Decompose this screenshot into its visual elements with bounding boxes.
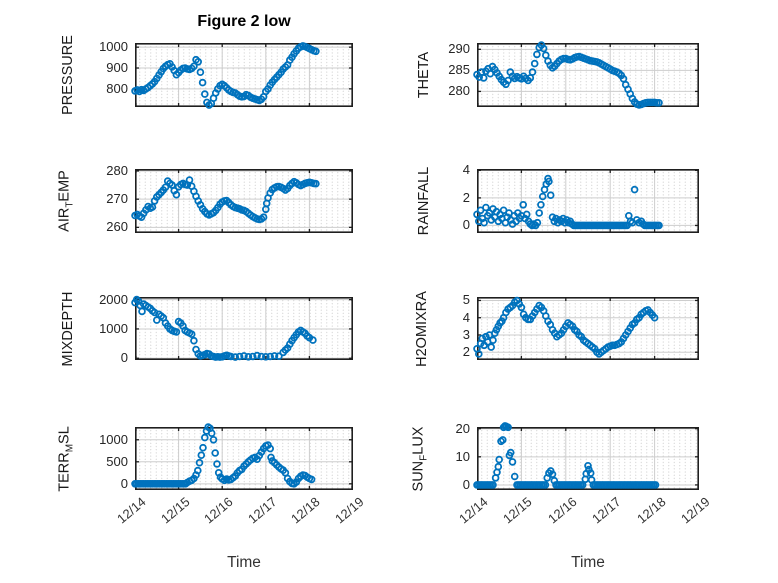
y-axis-label-rainfall: RAINFALL xyxy=(416,167,432,236)
y-label-text: EMP xyxy=(56,170,73,202)
y-tick-label: 270 xyxy=(106,191,128,207)
plot-svg xyxy=(473,296,699,361)
figure-title: Figure 2 low xyxy=(197,13,291,30)
x-tick-label: 12/19 xyxy=(332,494,367,527)
plot-svg xyxy=(473,422,699,491)
x-tick-label: 12/14 xyxy=(456,494,491,527)
y-tick-label: 3 xyxy=(462,326,470,342)
y-label-text: LUX xyxy=(410,426,427,455)
y-label-text: MIXDEPTH xyxy=(60,291,76,366)
x-axis-label-left: Time xyxy=(227,554,261,571)
subplot-pressure xyxy=(131,42,353,109)
y-axis-label-air_temp: AIRTEMP xyxy=(57,170,76,232)
subplot-mixdepth xyxy=(131,295,353,361)
plot-svg xyxy=(131,42,353,109)
subplot-rainfall xyxy=(473,169,699,234)
axis-box xyxy=(477,427,699,491)
y-tick-label: 280 xyxy=(448,83,470,99)
y-tick-label: 1000 xyxy=(99,431,128,447)
x-tick-label: 12/18 xyxy=(288,494,324,527)
y-axis-label-h2omixra: H2OMIXRA xyxy=(414,291,430,367)
subplot-theta xyxy=(473,41,699,109)
axis-box xyxy=(135,169,353,234)
y-tick-label: 20 xyxy=(455,420,470,436)
y-tick-label: 800 xyxy=(106,80,128,96)
y-label-text: RAINFALL xyxy=(416,166,432,236)
y-tick-label: 1000 xyxy=(99,320,128,336)
y-tick-label: 2 xyxy=(462,189,470,205)
y-tick-label: 10 xyxy=(455,448,470,464)
data-points xyxy=(131,176,320,224)
y-tick-label: 2000 xyxy=(99,291,128,307)
x-tick-label: 12/15 xyxy=(157,494,193,527)
subplot-airtemp xyxy=(131,169,353,234)
y-tick-label: 0 xyxy=(120,475,128,491)
x-tick-label: 12/14 xyxy=(114,494,149,527)
axis-box xyxy=(135,43,353,108)
axis-box xyxy=(477,169,699,234)
axis-box xyxy=(135,427,353,491)
y-tick-label: 900 xyxy=(106,60,128,76)
y-label-text: SL xyxy=(56,425,73,444)
x-axis-label-right: Time xyxy=(571,554,605,571)
y-tick-label: 0 xyxy=(462,476,470,492)
x-tick-label: 12/18 xyxy=(633,494,669,527)
y-axis-label-theta: THETA xyxy=(416,52,432,98)
x-tick-label: 12/16 xyxy=(201,494,236,527)
y-label-subscript: F xyxy=(418,454,430,461)
y-tick-label: 2 xyxy=(462,344,470,360)
y-label-text: AIR xyxy=(56,207,73,232)
x-tick-label: 12/19 xyxy=(678,494,713,527)
data-points xyxy=(473,422,660,489)
x-tick-label: 12/17 xyxy=(589,494,624,527)
data-points xyxy=(473,296,659,358)
y-tick-label: 260 xyxy=(106,219,128,235)
y-tick-label: 1000 xyxy=(99,39,128,55)
data-points xyxy=(473,41,663,109)
data-points xyxy=(131,295,317,361)
y-tick-label: 290 xyxy=(448,41,470,57)
plot-svg xyxy=(473,169,699,234)
plot-svg xyxy=(131,423,353,491)
subplot-terrmsl xyxy=(131,423,353,491)
axis-box xyxy=(477,297,699,361)
x-tick-label: 12/16 xyxy=(544,494,580,527)
y-label-text: PRESSURE xyxy=(60,35,76,115)
y-axis-label-pressure: PRESSURE xyxy=(60,35,76,115)
y-label-text: TERR xyxy=(56,451,73,492)
y-axis-label-mixdepth: MIXDEPTH xyxy=(60,291,76,366)
subplot-sunflux xyxy=(473,422,699,491)
y-label-text: THETA xyxy=(416,51,432,99)
plot-svg xyxy=(131,295,353,361)
y-tick-label: 500 xyxy=(106,453,128,469)
data-points xyxy=(131,42,320,109)
subplot-h2omixra xyxy=(473,296,699,361)
y-label-text: SUN xyxy=(410,460,427,491)
y-axis-label-sun_flux: SUNFLUX xyxy=(411,426,430,491)
y-tick-label: 0 xyxy=(462,217,470,233)
y-label-subscript: M xyxy=(64,443,76,452)
data-points xyxy=(473,174,663,230)
y-tick-label: 4 xyxy=(462,162,470,178)
y-tick-label: 280 xyxy=(106,162,128,178)
y-tick-label: 0 xyxy=(120,350,128,366)
x-tick-label: 12/17 xyxy=(244,494,280,527)
data-points xyxy=(131,423,316,488)
x-tick-label: 12/15 xyxy=(500,494,536,527)
y-tick-label: 285 xyxy=(448,62,470,78)
y-axis-label-terr_msl: TERRMSL xyxy=(57,426,76,492)
y-tick-label: 4 xyxy=(462,309,470,325)
y-label-subscript: T xyxy=(64,201,76,208)
plot-svg xyxy=(131,169,353,234)
y-label-text: H2OMIXRA xyxy=(414,290,430,367)
plot-svg xyxy=(473,41,699,109)
y-tick-label: 5 xyxy=(462,292,470,308)
